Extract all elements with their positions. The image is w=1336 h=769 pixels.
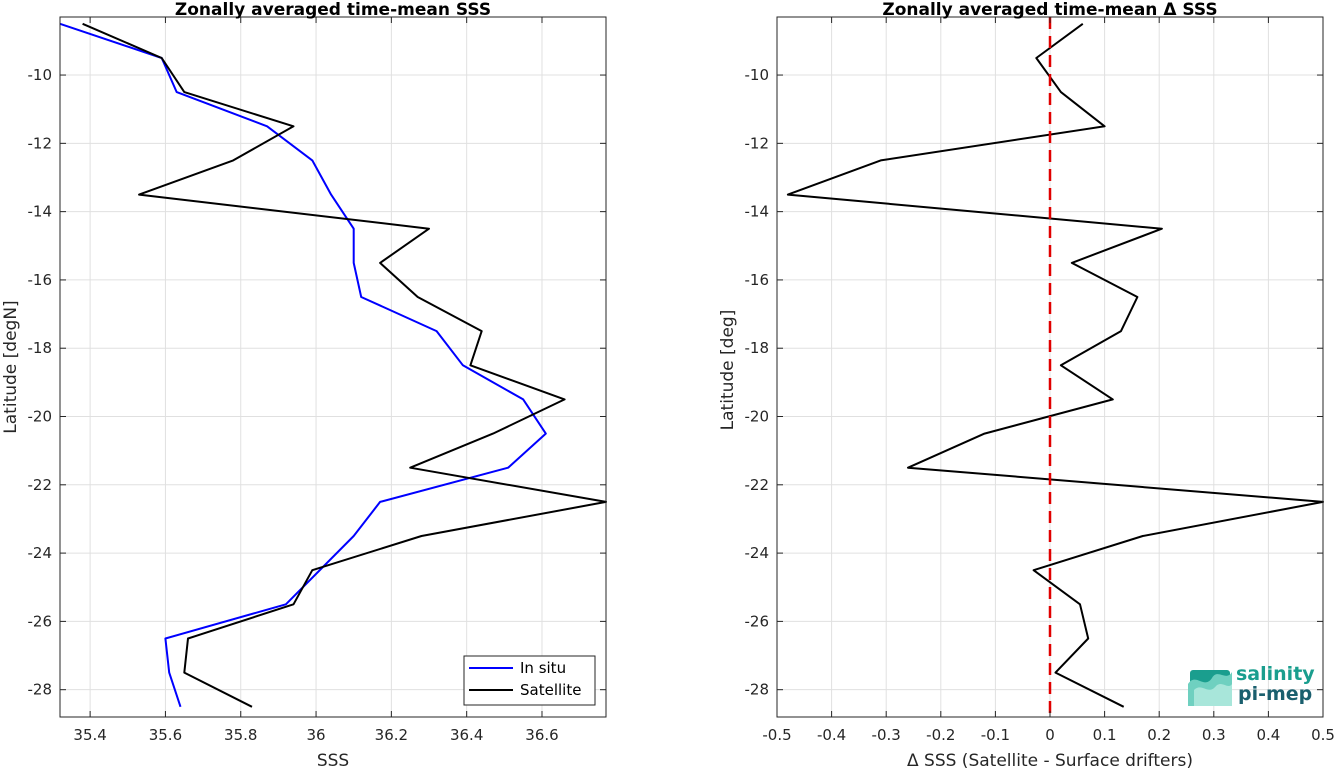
left-plot-area bbox=[60, 17, 606, 717]
legend-box bbox=[463, 655, 596, 706]
legend-label-satellite: Satellite bbox=[520, 681, 581, 699]
left-x-tick-label: 36.6 bbox=[525, 726, 558, 744]
right-chart: -0.5 -0.4 -0.3 -0.2 -0.1 0 0.1 0.2 0.3 0.4 0.5 -10 -… bbox=[718, 0, 1335, 769]
logo-wave-icon bbox=[1188, 670, 1232, 706]
right-y-tick-label: -20 bbox=[745, 408, 770, 426]
left-y-tick-label: -14 bbox=[28, 203, 53, 221]
left-x-tick-label: 36.4 bbox=[450, 726, 483, 744]
salinity-pi-mep-logo: salinity pi-mep bbox=[1188, 663, 1315, 706]
left-series bbox=[59, 22, 607, 708]
left-x-tick-label: 35.8 bbox=[224, 726, 257, 744]
right-x-axis-label: Δ SSS (Satellite - Surface drifters) bbox=[907, 751, 1193, 769]
left-x-axis-label: SSS bbox=[317, 751, 349, 769]
right-y-tick-label: -26 bbox=[745, 612, 770, 630]
left-y-tick-label: -28 bbox=[28, 681, 53, 699]
left-chart: 35.4 35.6 35.8 36 36.2 36.4 36.6 -10 -12 -14 -16 -1… bbox=[1, 0, 607, 769]
logo-text-salinity: salinity bbox=[1236, 663, 1315, 685]
right-x-tick-label: 0.2 bbox=[1147, 726, 1171, 744]
right-y-tick-label: -18 bbox=[745, 339, 770, 357]
right-x-tick-label: -0.3 bbox=[872, 726, 901, 744]
legend-label-in-situ: In situ bbox=[520, 659, 566, 677]
left-series-line-satellite bbox=[82, 22, 607, 708]
right-x-tick-label: -0.4 bbox=[817, 726, 846, 744]
left-x-tick-label: 35.4 bbox=[73, 726, 106, 744]
right-x-tick-label: 0.3 bbox=[1202, 726, 1226, 744]
left-y-tick-label: -12 bbox=[28, 134, 53, 152]
right-x-tick-label: -0.1 bbox=[981, 726, 1010, 744]
left-x-tick-label: 36.2 bbox=[375, 726, 408, 744]
right-y-tick-label: -28 bbox=[745, 681, 770, 699]
right-x-tick-label: -0.2 bbox=[926, 726, 955, 744]
right-y-tick-label: -14 bbox=[745, 203, 770, 221]
left-series-line-in-situ bbox=[59, 22, 547, 708]
right-ticks: -0.5 -0.4 -0.3 -0.2 -0.1 0 0.1 0.2 0.3 0.4 0.5 -10 -… bbox=[745, 17, 1335, 744]
right-y-tick-label: -12 bbox=[745, 134, 770, 152]
left-y-tick-label: -16 bbox=[28, 271, 53, 289]
left-x-tick-label: 35.6 bbox=[149, 726, 182, 744]
right-x-tick-label: 0.5 bbox=[1311, 726, 1335, 744]
right-y-tick-label: -24 bbox=[745, 544, 770, 562]
left-axes-box bbox=[59, 16, 607, 718]
right-x-tick-label: 0 bbox=[1045, 726, 1055, 744]
right-x-tick-label: 0.4 bbox=[1256, 726, 1280, 744]
left-y-tick-label: -26 bbox=[28, 612, 53, 630]
left-x-tick-label: 36 bbox=[307, 726, 326, 744]
logo-text-pi-mep: pi-mep bbox=[1238, 683, 1312, 705]
left-y-tick-label: -22 bbox=[28, 476, 53, 494]
left-y-tick-label: -10 bbox=[28, 66, 53, 84]
right-series bbox=[786, 17, 1324, 717]
right-series-line-delta-sss bbox=[786, 22, 1324, 708]
right-y-axis-label: Latitude [deg] bbox=[718, 310, 738, 431]
right-y-tick-label: -10 bbox=[745, 66, 770, 84]
right-y-tick-label: -16 bbox=[745, 271, 770, 289]
right-x-tick-label: -0.5 bbox=[762, 726, 791, 744]
left-y-tick-label: -24 bbox=[28, 544, 53, 562]
left-y-axis-label: Latitude [degN] bbox=[1, 300, 21, 433]
left-y-tick-label: -18 bbox=[28, 339, 53, 357]
left-ticks: 35.4 35.6 35.8 36 36.2 36.4 36.6 -10 -12 -14 -16 -1… bbox=[28, 17, 606, 744]
left-chart-title: Zonally averaged time-mean SSS bbox=[175, 0, 491, 20]
right-y-tick-label: -22 bbox=[745, 476, 770, 494]
legend: In situ Satellite bbox=[463, 655, 596, 706]
left-y-tick-label: -20 bbox=[28, 408, 53, 426]
right-chart-title: Zonally averaged time-mean Δ SSS bbox=[882, 0, 1217, 20]
right-x-tick-label: 0.1 bbox=[1093, 726, 1117, 744]
